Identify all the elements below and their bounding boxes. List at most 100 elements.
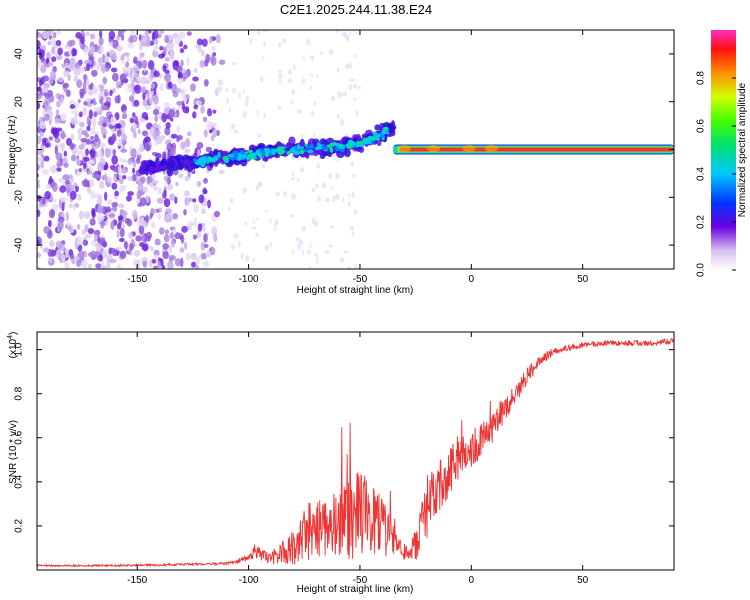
spectrogram-noise-mark (60, 252, 65, 262)
snr-y-tick-label: 1.0 (14, 342, 25, 356)
spectrogram-noise-mark (96, 61, 101, 72)
spectrogram-noise-mark (39, 131, 44, 137)
spectrogram-noise-mark (37, 101, 41, 110)
spectrogram-x-tick-label: -150 (127, 274, 147, 285)
spectrogram-noise-mark (41, 30, 49, 40)
spectrogram-noise-mark (166, 184, 174, 191)
spectrogram-noise-mark (65, 179, 70, 185)
spectrogram-noise-mark (256, 30, 261, 35)
spectrogram-noise-mark (125, 67, 131, 74)
spectrogram-noise-mark (309, 265, 312, 269)
spectrogram-noise-mark (65, 248, 69, 259)
spectrogram-noise-mark (169, 232, 174, 239)
spectrogram-noise-mark (50, 181, 56, 188)
spectrogram-noise-mark (315, 257, 319, 264)
spectrogram-noise-mark (197, 45, 202, 53)
spectrogram-noise-mark (145, 144, 150, 152)
spectrogram-noise-mark (89, 33, 96, 40)
spectrogram-ticks: -150 -100 -50 0 50 -40 -20 0 20 40 (14, 30, 674, 285)
spectrogram-noise-mark (68, 203, 73, 208)
spectrogram-noise-mark (211, 226, 218, 236)
spectrogram-noise-mark (335, 193, 340, 201)
spectrogram-noise-mark (176, 125, 181, 133)
spectrogram-noise-mark (171, 239, 175, 248)
spectrogram-noise-mark (117, 94, 121, 104)
spectrogram-noise-mark (141, 232, 146, 243)
spectrogram-noise-mark (139, 197, 147, 207)
spectrogram-noise-mark (111, 201, 119, 208)
spectrogram-noise-mark (232, 123, 235, 129)
spectrogram-noise-mark (55, 39, 62, 47)
spectrogram-noise-mark (355, 110, 359, 117)
spectrogram-noise-mark (44, 190, 51, 200)
spectrogram-noise-mark (215, 34, 221, 44)
spectrogram-noise-mark (99, 180, 105, 190)
spectrogram-noise-mark (136, 190, 142, 200)
spectrogram-noise-mark (147, 59, 155, 70)
spectrogram-noise-mark (54, 117, 61, 125)
spectrogram-noise-mark (141, 59, 148, 69)
spectrogram-noise-mark (65, 262, 70, 269)
spectrogram-noise-mark (151, 258, 157, 264)
spectrogram-trace-mark (370, 136, 377, 141)
spectrogram-noise-mark (348, 83, 353, 91)
spectrogram-noise-mark (200, 49, 205, 57)
spectrogram-noise-mark (75, 185, 79, 193)
spectrogram-noise-mark (164, 69, 170, 75)
spectrogram-noise-mark (88, 89, 94, 96)
spectrogram-noise-mark (153, 265, 159, 269)
spectrogram-noise-mark (109, 258, 117, 264)
spectrogram-noise-mark (117, 165, 122, 173)
spectrogram-noise-mark (78, 59, 83, 65)
spectrogram-noise-mark (287, 78, 293, 84)
spectrogram-noise-mark (353, 84, 358, 89)
spectrogram-noise-mark (186, 56, 190, 67)
spectrogram-y-tick-label: 0 (14, 146, 25, 152)
spectrogram-noise-mark (172, 212, 178, 220)
spectrogram-noise-mark (164, 56, 170, 62)
spectrogram-noise-mark (97, 203, 102, 211)
spectrogram-noise-mark (203, 79, 209, 87)
spectrogram-noise-mark (137, 56, 143, 62)
spectrogram-noise-mark (37, 148, 43, 156)
spectrogram-noise-mark (120, 54, 125, 61)
spectrogram-noise-mark (135, 235, 143, 242)
spectrogram-noise-mark (335, 173, 340, 179)
spectrogram-noise-mark (47, 30, 54, 36)
spectrogram-noise-mark (79, 88, 86, 96)
spectrogram-noise-mark (120, 30, 124, 41)
spectrogram-noise-mark (289, 214, 295, 218)
spectrogram-noise-mark (128, 231, 134, 239)
spectrogram-noise-mark (61, 63, 67, 69)
spectrogram-noise-mark (209, 35, 213, 45)
spectrogram-noise-mark (151, 174, 157, 180)
spectrogram-noise-mark (37, 252, 42, 259)
spectrogram-noise-mark (328, 48, 333, 56)
spectrogram-trace-mark (363, 140, 369, 145)
spectrogram-noise-mark (141, 69, 149, 76)
spectrogram-noise-mark (60, 130, 65, 140)
spectrogram-noise-mark (192, 234, 198, 240)
spectrogram-noise-mark (351, 230, 355, 237)
spectrogram-noise-mark (297, 243, 302, 251)
spectrogram-noise-mark (132, 173, 137, 182)
spectrogram-noise-mark (153, 38, 159, 45)
spectrogram-trace-mark (165, 164, 173, 170)
spectrogram-noise-mark (149, 129, 154, 136)
spectrogram-noise-mark (347, 200, 351, 207)
spectrogram-noise-mark (245, 95, 250, 101)
spectrogram-noise-mark (89, 148, 96, 159)
spectrogram-trace-mark (178, 162, 184, 169)
spectrogram-noise-mark (47, 89, 53, 98)
spectrogram-noise-mark (112, 148, 117, 156)
spectrogram-noise-mark (358, 85, 361, 90)
spectrogram-noise-mark (55, 127, 63, 132)
spectrogram-noise-mark (269, 218, 272, 223)
spectrogram-noise-mark (104, 191, 108, 201)
spectrogram-noise-mark (37, 179, 40, 185)
spectrogram-noise-mark (79, 121, 85, 128)
spectrogram-noise-mark (309, 242, 312, 249)
spectrogram-noise-mark (263, 30, 268, 33)
spectrogram-noise-mark (59, 185, 67, 193)
spectrogram-noise-mark (343, 250, 349, 255)
